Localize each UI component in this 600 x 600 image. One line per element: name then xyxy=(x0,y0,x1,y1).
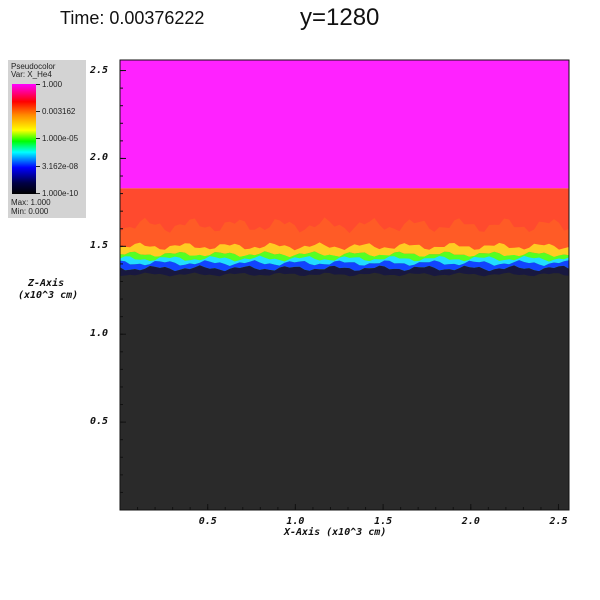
x-tick-label-2: 1.5 xyxy=(374,516,393,527)
y-tick-label-2: 1.5 xyxy=(90,240,109,252)
legend-max: Max: 1.000 xyxy=(11,198,51,207)
legend-tick-0: 1.000 xyxy=(42,80,63,89)
front-yellow xyxy=(120,242,569,258)
x-tick-label-3: 2.0 xyxy=(461,516,480,527)
x-axis-title: X-Axis (x10^3 cm) xyxy=(284,527,387,538)
y-tick-label-3: 2.0 xyxy=(90,152,109,164)
colorbar xyxy=(12,84,36,194)
time-label: Time: 0.00376222 xyxy=(60,8,205,28)
y-tick-label-4: 2.5 xyxy=(90,64,109,76)
front-darkblue xyxy=(120,265,569,277)
x-tick-label-4: 2.5 xyxy=(549,516,568,527)
front-orange xyxy=(120,217,569,251)
y-tick-label-0: 0.5 xyxy=(90,416,109,428)
region-pure-He4 xyxy=(120,60,569,189)
y-tick-label-1: 1.0 xyxy=(90,328,109,340)
legend-title: Pseudocolor xyxy=(11,62,56,71)
color-legend: Pseudocolor Var: X_He4 1.000 0.003162 1.… xyxy=(8,60,86,218)
x-tick-label-0: 0.5 xyxy=(198,516,217,527)
z-axis-title: Z-Axis xyxy=(28,278,65,289)
legend-tick-4: 1.000e-10 xyxy=(42,189,79,198)
legend-tick-3: 3.162e-08 xyxy=(42,162,79,171)
legend-tick-1: 0.003162 xyxy=(42,107,76,116)
front-blue xyxy=(120,260,569,272)
x-tick-label-1: 1.0 xyxy=(286,516,305,527)
legend-var: Var: X_He4 xyxy=(11,70,52,79)
legend-tick-2: 1.000e-05 xyxy=(42,134,79,143)
plot-frame xyxy=(119,59,570,511)
legend-min: Min: 0.000 xyxy=(11,207,49,216)
z-axis-units: (x10^3 cm) xyxy=(18,290,79,301)
front-green xyxy=(120,251,569,262)
slice-label: y=1280 xyxy=(300,4,380,31)
front-cyan xyxy=(120,255,569,266)
region-fuel xyxy=(120,270,569,510)
